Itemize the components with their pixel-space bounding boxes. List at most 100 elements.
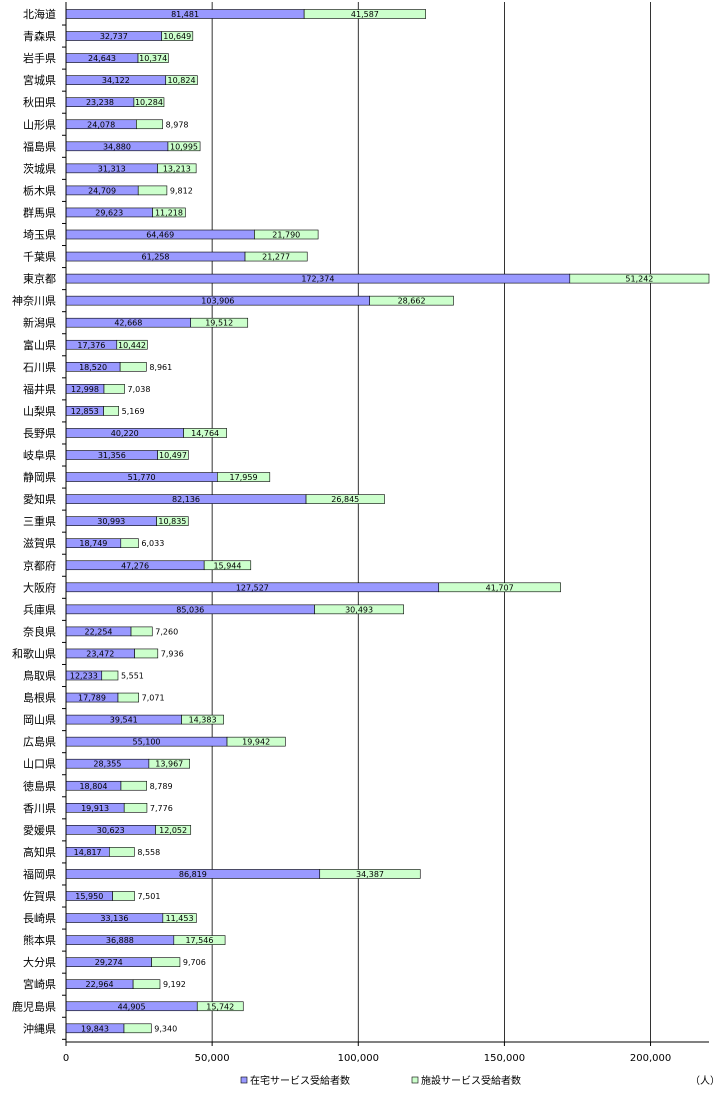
- value-label-home: 18,520: [79, 363, 107, 372]
- category-label: 新潟県: [23, 316, 56, 330]
- bar-facility-1: [161, 31, 194, 41]
- value-label-home: 18,749: [79, 539, 107, 548]
- value-label-home: 64,469: [146, 231, 174, 240]
- category-label: 広島県: [23, 735, 56, 749]
- value-label-facility: 10,824: [168, 76, 196, 85]
- category-label: 鹿児島県: [12, 999, 56, 1013]
- category-label: 沖縄県: [23, 1021, 56, 1035]
- value-label-home: 51,770: [128, 473, 156, 482]
- category-label: 埼玉県: [23, 228, 56, 242]
- category-label: 秋田県: [23, 95, 56, 109]
- x-tick-label: 0: [63, 1053, 69, 1064]
- bar-facility-32: [181, 714, 224, 725]
- category-label: 山形県: [23, 118, 56, 131]
- value-label-facility: 7,776: [150, 804, 173, 813]
- unit-label: （人）: [690, 1075, 717, 1087]
- category-label: 鳥取県: [23, 669, 56, 683]
- category-label: 群馬県: [23, 205, 56, 219]
- value-label-home: 30,993: [97, 517, 125, 526]
- value-label-home: 23,238: [86, 98, 114, 107]
- category-labels: 北海道青森県岩手県宮城県秋田県山形県福島県茨城県栃木県群馬県埼玉県千葉県東京都神…: [12, 7, 56, 1035]
- bar-facility-15: [116, 339, 148, 350]
- x-tick-label: 50,000: [195, 1053, 230, 1064]
- value-label-facility: 7,260: [155, 627, 178, 636]
- bar-facility-10: [254, 229, 319, 240]
- value-label-facility: 10,835: [158, 517, 186, 526]
- value-label-home: 18,804: [79, 782, 107, 791]
- category-label: 石川県: [23, 361, 56, 374]
- value-label-facility: 14,383: [189, 716, 217, 725]
- value-label-facility: 13,967: [155, 760, 183, 769]
- bar-facility-46: [123, 1023, 152, 1034]
- category-label: 徳島県: [23, 779, 56, 793]
- category-label: 熊本県: [23, 933, 56, 947]
- category-label: 東京都: [23, 272, 56, 286]
- value-label-facility: 8,558: [137, 848, 160, 857]
- bar-facility-13: [369, 295, 454, 306]
- value-label-home: 12,998: [71, 385, 99, 394]
- bar-facility-25: [203, 560, 252, 571]
- category-label: 千葉県: [23, 250, 56, 264]
- category-label: 長崎県: [23, 911, 56, 925]
- value-label-home: 33,136: [100, 914, 128, 923]
- bar-facility-22: [305, 494, 385, 504]
- category-label: 栃木県: [23, 183, 56, 197]
- bar-facility-2: [137, 53, 169, 63]
- bar-facility-28: [130, 626, 153, 637]
- value-label-home: 19,913: [81, 804, 109, 813]
- value-label-home: 23,472: [86, 649, 114, 658]
- category-label: 福岡県: [23, 867, 56, 881]
- value-label-home: 47,276: [121, 561, 149, 570]
- bar-facility-42: [173, 935, 226, 945]
- bar-facility-39: [319, 869, 421, 879]
- bar-facility-41: [162, 913, 197, 923]
- value-label-facility: 8,961: [149, 363, 172, 372]
- value-label-home: 31,356: [98, 451, 126, 460]
- value-label-facility: 30,493: [345, 605, 373, 614]
- category-label: 愛知県: [23, 492, 56, 506]
- bar-facility-5: [136, 119, 163, 130]
- category-label: 静岡県: [23, 470, 56, 484]
- value-label-facility: 11,453: [166, 914, 194, 923]
- bar-facility-0: [303, 9, 426, 19]
- category-label: 茨城県: [23, 161, 56, 175]
- category-label: 和歌山県: [12, 646, 56, 660]
- value-label-facility: 7,071: [142, 694, 165, 703]
- value-label-home: 17,376: [77, 341, 105, 350]
- axis: 0 50,000 100,000 150,000 200,000: [62, 2, 709, 1064]
- value-label-facility: 51,242: [625, 275, 653, 284]
- value-label-facility: 9,812: [170, 186, 193, 195]
- bar-facility-43: [151, 957, 181, 967]
- value-label-home: 12,853: [71, 407, 99, 416]
- value-label-home: 12,233: [70, 672, 98, 681]
- value-label-home: 34,122: [102, 76, 130, 85]
- bar-facility-14: [190, 317, 249, 328]
- gridlines: [211, 2, 651, 1042]
- value-label-home: 34,880: [103, 142, 131, 151]
- value-label-facility: 28,662: [398, 297, 426, 306]
- value-label-home: 40,220: [111, 429, 139, 438]
- bar-facility-30: [101, 670, 119, 681]
- value-label-home: 15,950: [75, 892, 103, 901]
- value-label-facility: 10,497: [159, 451, 187, 460]
- legend-label-facility: 施設サービス受給者数: [421, 1074, 521, 1087]
- value-label-home: 29,623: [95, 208, 123, 217]
- category-label: 宮城県: [23, 73, 56, 87]
- bar-facility-26: [438, 582, 561, 593]
- category-label: 神奈川県: [12, 294, 56, 308]
- bar-facility-21: [217, 472, 271, 482]
- value-label-facility: 12,052: [159, 826, 187, 835]
- value-label-facility: 9,192: [163, 980, 186, 989]
- value-label-facility: 7,936: [161, 649, 184, 658]
- legend-swatch-facility: [411, 1076, 419, 1084]
- value-label-facility: 8,978: [166, 120, 189, 129]
- category-label: 岩手県: [23, 51, 56, 65]
- value-label-home: 172,374: [301, 275, 334, 284]
- value-label-home: 24,709: [88, 186, 116, 195]
- bar-facility-19: [183, 428, 228, 438]
- value-label-facility: 10,374: [139, 54, 167, 63]
- bar-facility-7: [157, 163, 197, 174]
- value-label-facility: 17,959: [230, 473, 258, 482]
- bar-facility-12: [569, 273, 710, 284]
- bar-facility-24: [120, 538, 139, 549]
